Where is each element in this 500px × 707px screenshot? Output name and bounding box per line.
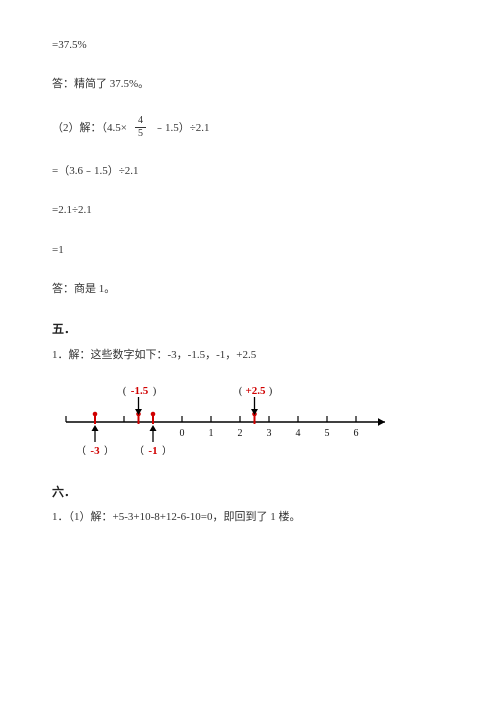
tick-label: 6 [354,428,359,439]
section-6-line: 1．（1）解：+5-3+10-8+12-6-10=0，即回到了 1 楼。 [52,510,448,525]
arrow-down-icon [251,409,258,415]
problem-2-line1: （2）解：（4.5× 4 5 ﹣1.5）÷2.1 [52,117,448,140]
fraction-numerator: 4 [135,116,146,128]
section-5-title: 五． [52,321,448,338]
step-1: =（3.6﹣1.5）÷2.1 [52,164,448,179]
point-label: -1.5 [131,385,149,397]
arrow-up-icon [150,425,157,431]
arrow-down-icon [135,409,142,415]
paren-left: （ [134,445,144,457]
section-6-title: 六． [52,484,448,501]
point-label: +2.5 [245,385,266,397]
text-after-frac: ﹣1.5）÷2.1 [154,121,210,136]
paren-right: ) [269,386,272,397]
paren-left: ( [239,386,243,397]
axis-arrow-icon [378,418,385,426]
step-2: =2.1÷2.1 [52,203,448,218]
tick-label: 3 [267,428,272,439]
arrow-up-icon [92,425,99,431]
fraction-denominator: 5 [135,128,146,139]
text-before-frac: （2）解：（4.5× [52,121,127,136]
answer-37-5: 答：精简了 37.5%。 [52,77,448,92]
tick-label: 1 [209,428,214,439]
section-5-line: 1．解：这些数字如下：-3，-1.5，-1，+2.5 [52,348,448,363]
tick-label: 0 [180,428,185,439]
paren-right: ） [162,445,172,457]
tick-label: 5 [325,428,330,439]
point-label: -1 [148,445,157,457]
paren-right: ） [104,445,114,457]
page: =37.5% 答：精简了 37.5%。 （2）解：（4.5× 4 5 ﹣1.5）… [0,0,500,580]
marked-dot [151,411,156,416]
paren-left: ( [123,386,127,397]
point-label: -3 [90,445,100,457]
expr-37-5: =37.5% [52,38,448,53]
answer-quotient: 答：商是 1。 [52,282,448,297]
tick-label: 4 [296,428,301,439]
paren-right: ) [153,386,156,397]
number-line-svg: 0123456（）-3()-1.5（）-1()+2.5 [52,372,412,462]
number-line-diagram: 0123456（）-3()-1.5（）-1()+2.5 [52,372,412,462]
fraction-4-5: 4 5 [135,116,146,139]
marked-dot [93,411,98,416]
tick-label: 2 [238,428,243,439]
step-3: =1 [52,243,448,258]
paren-left: （ [76,445,86,457]
